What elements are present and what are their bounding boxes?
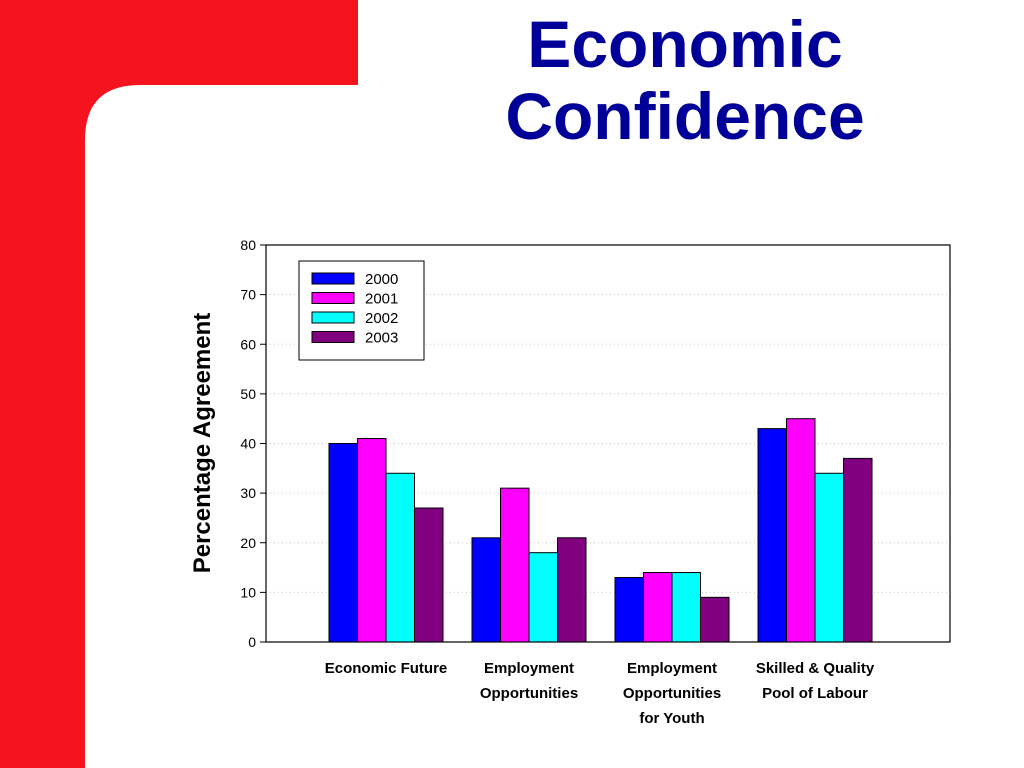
legend-label: 2003	[365, 330, 398, 347]
y-tick-label: 30	[240, 485, 256, 501]
y-tick-label: 20	[240, 535, 256, 551]
bar	[414, 507, 444, 643]
bar	[814, 472, 844, 643]
bar	[471, 537, 501, 643]
y-tick-label: 40	[240, 436, 256, 452]
x-tick-label: Employment	[627, 660, 717, 677]
slide-title-line-1: Economic	[527, 7, 843, 81]
y-tick-label: 80	[240, 237, 256, 253]
x-tick-label: Opportunities	[623, 685, 721, 702]
y-tick-label: 70	[240, 287, 256, 303]
slide-title: Economic Confidence	[455, 8, 915, 152]
legend-swatch	[311, 292, 355, 304]
bar	[786, 418, 816, 643]
legend-label: 2002	[365, 310, 398, 327]
bar	[843, 457, 873, 643]
legend-swatch	[311, 331, 355, 343]
x-tick-label: Economic Future	[325, 660, 448, 677]
bar	[614, 576, 644, 643]
bar	[557, 537, 587, 643]
bar	[357, 438, 387, 643]
y-axis-label: Percentage Agreement	[189, 313, 216, 574]
y-tick-label: 50	[240, 386, 256, 402]
x-tick-label: Skilled & Quality	[756, 660, 875, 677]
bar	[757, 428, 787, 643]
legend-swatch	[311, 311, 355, 324]
slide-title-line-2: Confidence	[505, 79, 865, 153]
x-tick-label: for Youth	[639, 710, 704, 727]
bar	[328, 443, 358, 643]
x-tick-label: Pool of Labour	[762, 685, 868, 702]
bar	[671, 572, 701, 643]
bar	[643, 572, 673, 643]
y-tick-label: 60	[240, 336, 256, 352]
legend-swatch	[311, 272, 355, 285]
y-tick-label: 10	[240, 584, 256, 600]
bar	[528, 552, 558, 643]
legend-label: 2001	[365, 291, 398, 308]
legend-label: 2000	[365, 271, 398, 288]
red-frame-shape	[0, 0, 358, 768]
y-tick-label: 0	[248, 634, 256, 650]
bar	[700, 596, 730, 643]
x-tick-label: Employment	[484, 660, 574, 677]
x-tick-label: Opportunities	[480, 685, 578, 702]
bar	[385, 472, 415, 643]
bar	[500, 487, 530, 643]
